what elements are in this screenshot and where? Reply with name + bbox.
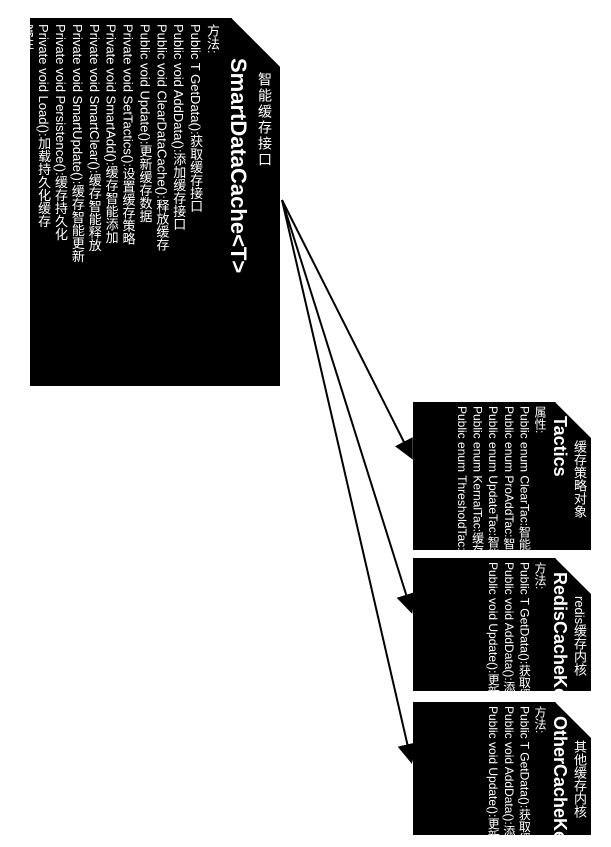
box-body: 方法: Public T GetData():获取缓存接口 Public voi…: [36, 24, 220, 380]
box-header: 智能缓存接口: [256, 72, 274, 168]
box-header: 缓存策略对象: [570, 440, 587, 518]
box-body: 方法: Public T GetData():获取缓存基于redis实现 Pub…: [417, 562, 547, 687]
box-body: 属性: Public enum ClearTac:智能释放策略 Public e…: [417, 406, 547, 546]
box-title: Tactics: [548, 416, 571, 477]
ellipsis-dots: ......: [502, 689, 553, 712]
class-box-redis: redis缓存内核 RedisCacheKernal 方法: Public T …: [413, 558, 591, 691]
class-diagram: 智能缓存接口 SmartDataCache<T> 方法: Public T Ge…: [0, 0, 611, 847]
box-header: 其他缓存内核: [570, 740, 587, 818]
box-title: OtherCacheKernal: [548, 716, 571, 835]
box-title: SmartDataCache<T>: [223, 58, 252, 273]
box-title: RedisCacheKernal: [548, 572, 571, 691]
box-header: redis缓存内核: [570, 596, 587, 676]
class-box-smartdatacache: 智能缓存接口 SmartDataCache<T> 方法: Public T Ge…: [30, 18, 280, 386]
class-box-tactics: 缓存策略对象 Tactics 属性: Public enum ClearTac:…: [413, 402, 591, 550]
class-box-other: 其他缓存内核 OtherCacheKernal 方法: Public T Get…: [413, 702, 591, 835]
box-body: 方法: Public T GetData():获取缓存其它方式实现 Public…: [417, 706, 547, 831]
